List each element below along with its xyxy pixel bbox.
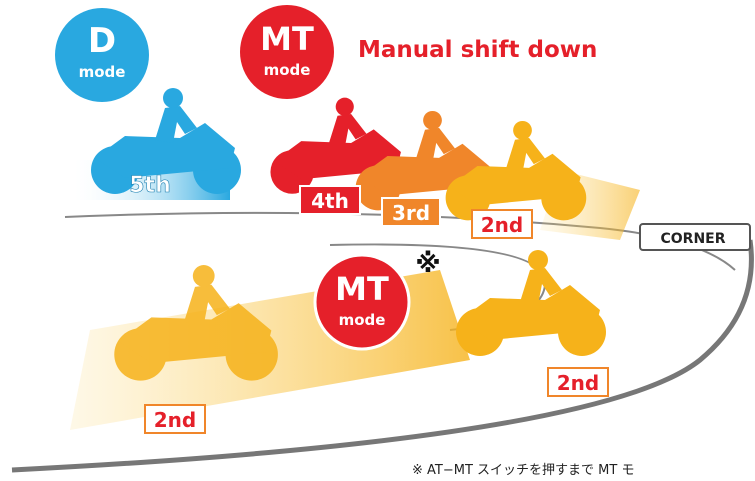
- gear-label: 3rd: [392, 201, 430, 225]
- gear-label: 2nd: [557, 371, 599, 395]
- gear-label: 5th: [129, 173, 171, 198]
- badge-sub: mode: [79, 63, 126, 81]
- badge-sub: mode: [264, 61, 311, 79]
- badge-label: MT: [335, 270, 389, 308]
- gear-label: 4th: [311, 189, 349, 213]
- gear-label: 2nd: [481, 213, 523, 237]
- badge-sub: mode: [339, 311, 386, 329]
- badge-label: D: [88, 21, 116, 61]
- heading: Manual shift down: [358, 37, 597, 63]
- corner-label: CORNER: [660, 231, 725, 247]
- badge-label: MT: [260, 20, 314, 58]
- footnote: ※ AT−MT スイッチを押すまで MT モ: [412, 463, 634, 478]
- note-mark: ※: [415, 249, 440, 279]
- gear-label: 2nd: [154, 408, 196, 432]
- illustration: D mode MT mode MT mode Manual shift down…: [0, 0, 755, 481]
